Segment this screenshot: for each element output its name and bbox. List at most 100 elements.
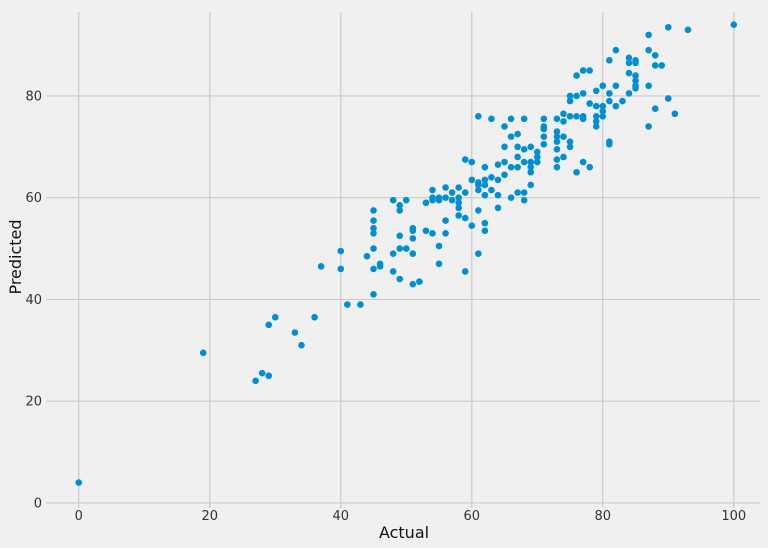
x-gridlines (78, 12, 735, 508)
data-point (586, 163, 593, 171)
y-tick-labels: 0 20 40 60 80 (25, 89, 42, 511)
data-point (370, 245, 377, 252)
data-point (566, 92, 574, 100)
data-point (606, 57, 613, 64)
data-point (357, 301, 364, 308)
x-tick-label: 80 (595, 509, 612, 524)
data-point (612, 102, 620, 110)
data-point (540, 140, 548, 148)
data-point (317, 263, 325, 270)
data-point (389, 196, 397, 204)
data-point (553, 138, 561, 146)
data-point (396, 275, 404, 283)
data-point (389, 268, 397, 275)
data-point (461, 189, 469, 196)
data-point (252, 377, 259, 385)
data-point (448, 196, 456, 204)
data-point (435, 260, 443, 268)
data-point (376, 263, 384, 270)
data-point (606, 138, 613, 146)
data-point (370, 291, 377, 298)
data-point (606, 90, 613, 97)
y-tick-label: 80 (25, 89, 42, 104)
data-point (442, 194, 449, 201)
x-tick-label: 100 (721, 509, 746, 524)
data-point (455, 199, 462, 207)
data-point (396, 245, 404, 252)
data-point (599, 112, 607, 120)
data-point (632, 77, 639, 84)
data-point (448, 189, 456, 196)
data-point (560, 118, 567, 125)
data-point (527, 181, 535, 189)
data-point (494, 204, 502, 212)
y-gridlines (46, 95, 760, 504)
data-point (514, 130, 521, 138)
data-point (553, 128, 561, 135)
data-point (533, 153, 541, 161)
data-point (592, 118, 600, 125)
data-point (533, 148, 541, 156)
data-point (298, 341, 305, 349)
data-point (396, 202, 404, 209)
y-tick-label: 40 (25, 293, 42, 308)
data-point (658, 62, 666, 69)
data-point (402, 196, 410, 204)
x-tick-labels: 0 20 40 60 80 100 (75, 509, 747, 524)
data-point (311, 313, 318, 321)
data-point (370, 229, 377, 237)
data-point (409, 250, 417, 257)
data-point (527, 168, 535, 176)
data-point (651, 105, 659, 112)
data-point (409, 235, 417, 242)
data-point (566, 143, 574, 151)
data-point (579, 112, 587, 120)
data-point (442, 229, 449, 237)
data-point (527, 143, 535, 151)
data-point (507, 115, 515, 123)
data-point (291, 329, 299, 336)
data-point (370, 217, 377, 224)
data-point (265, 321, 273, 329)
data-point (455, 212, 462, 219)
data-point (344, 301, 351, 308)
data-point (520, 189, 528, 196)
data-point (258, 369, 266, 377)
data-point (475, 112, 482, 120)
data-point (553, 163, 561, 171)
data-point (514, 163, 521, 171)
data-point (461, 214, 469, 222)
data-point (475, 250, 482, 257)
data-point (540, 123, 548, 130)
data-point (481, 181, 489, 189)
data-point (475, 179, 482, 186)
data-point (481, 219, 489, 227)
data-point (586, 100, 593, 107)
data-point (501, 123, 508, 130)
data-point (75, 479, 83, 486)
data-point (573, 112, 580, 120)
data-point (455, 184, 462, 191)
data-point (416, 278, 423, 285)
data-point (370, 224, 377, 232)
data-point (402, 245, 410, 252)
data-point (599, 82, 607, 90)
x-axis-label: Actual (379, 523, 429, 542)
data-point (606, 97, 613, 105)
data-point (566, 112, 574, 120)
data-point (501, 158, 508, 166)
data-point (514, 153, 521, 161)
data-point (337, 265, 345, 273)
data-point (455, 204, 462, 212)
data-point (488, 115, 495, 123)
x-tick-label: 60 (464, 509, 481, 524)
data-point (592, 102, 600, 110)
data-point (527, 163, 535, 171)
data-point (461, 268, 469, 275)
data-point (625, 59, 633, 67)
data-point (566, 97, 574, 105)
data-point (363, 252, 371, 260)
data-point (389, 250, 397, 257)
data-point (533, 158, 541, 166)
